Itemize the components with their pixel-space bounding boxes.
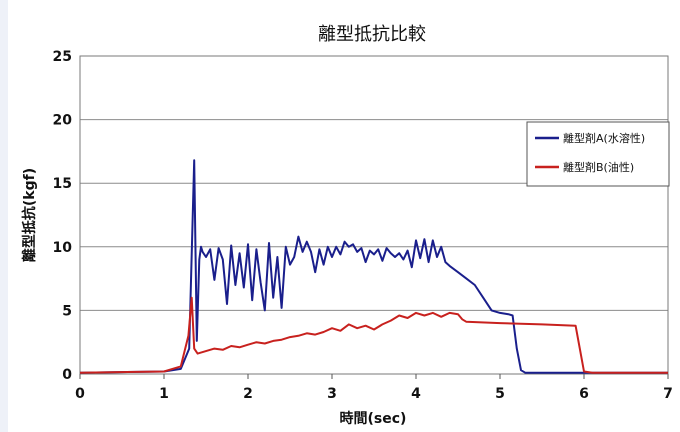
chart-frame: 離型抵抗比較 0 5 10 15 20 25 0 1 2 3 4 5 6 7 時間(sec) 離型抵抗(… xyxy=(8,0,680,432)
x-tick-label-2: 2 xyxy=(243,386,253,402)
series-line-1 xyxy=(79,296,668,374)
legend-label-b: 離型剤B(油性) xyxy=(563,160,634,174)
y-ticks: 0 5 10 15 20 25 xyxy=(53,49,73,383)
plot-area xyxy=(79,55,669,375)
x-tick-label-7: 7 xyxy=(663,386,673,402)
legend: 離型剤A(水溶性) 離型剤B(油性) xyxy=(526,121,670,187)
y-tick-label-1: 5 xyxy=(62,303,72,319)
y-tick-label-2: 10 xyxy=(53,240,73,256)
y-tick-label-4: 20 xyxy=(53,113,73,129)
series-lines xyxy=(79,159,668,374)
x-axis-label: 時間(sec) xyxy=(340,410,407,427)
y-tick-label-3: 15 xyxy=(53,176,72,192)
x-tick-label-0: 0 xyxy=(75,386,85,402)
x-tick-label-3: 3 xyxy=(327,386,337,402)
x-ticks: 0 1 2 3 4 5 6 7 xyxy=(75,374,673,402)
legend-label-a: 離型剤A(水溶性) xyxy=(563,131,645,145)
y-axis-label: 離型抵抗(kgf) xyxy=(21,168,38,262)
chart-title: 離型抵抗比較 xyxy=(318,24,426,45)
chart-svg: 離型抵抗比較 0 5 10 15 20 25 0 1 2 3 4 5 6 7 時間(sec) 離型抵抗(… xyxy=(21,24,673,427)
y-tick-label-0: 0 xyxy=(62,367,72,383)
series-line-0 xyxy=(79,159,668,374)
legend-box xyxy=(526,121,670,187)
x-tick-label-4: 4 xyxy=(411,386,421,402)
x-tick-label-6: 6 xyxy=(579,386,589,402)
x-tick-label-1: 1 xyxy=(159,386,169,402)
x-tick-label-5: 5 xyxy=(495,386,505,402)
y-tick-label-5: 25 xyxy=(53,49,72,65)
